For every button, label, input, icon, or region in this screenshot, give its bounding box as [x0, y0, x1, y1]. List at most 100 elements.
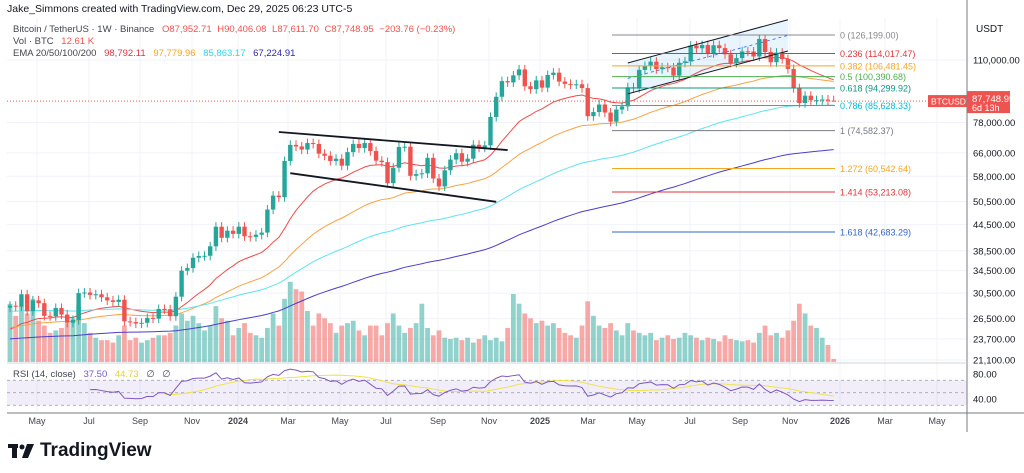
price-tick-label: 38,500.00: [973, 246, 1015, 257]
candle-body: [562, 81, 568, 84]
candle: [602, 100, 608, 118]
candle-body: [288, 144, 293, 161]
volume-bar: [556, 328, 562, 362]
candle: [276, 191, 282, 202]
ohlc-open: O87,952.71: [161, 24, 212, 35]
candle-body: [305, 143, 310, 150]
price-change: −203.76 (−0.23%): [379, 24, 456, 35]
candle-body: [453, 153, 459, 160]
symbol-legend: Bitcoin / TetherUS · 1W · Binance O87,95…: [13, 24, 460, 35]
rsi-tick-label: 40.00: [973, 395, 997, 406]
volume-bar: [814, 328, 819, 362]
candle-body: [522, 69, 527, 87]
volume-bar: [465, 337, 470, 362]
candle-body: [534, 80, 539, 90]
candle: [556, 68, 562, 87]
volume-bar: [53, 330, 59, 362]
volume-bar: [127, 340, 133, 362]
candle-body: [402, 146, 407, 148]
candle-body: [133, 322, 139, 324]
volume-bar: [613, 330, 619, 362]
volume-bar: [230, 335, 236, 362]
volume-bar: [293, 289, 299, 362]
candle: [316, 139, 322, 159]
time-tick-label: May: [28, 416, 46, 426]
volume-bar: [625, 323, 631, 362]
time-tick-label: 2024: [228, 416, 248, 426]
time-tick-label: May: [628, 416, 646, 426]
candle: [574, 79, 579, 90]
ema-label[interactable]: EMA 20/50/100/200: [13, 48, 97, 59]
candle-body: [310, 143, 316, 145]
volume-bar: [110, 342, 116, 362]
candle: [745, 46, 751, 57]
candle-body: [591, 112, 596, 117]
volume-bar: [476, 338, 482, 362]
volume-bar: [224, 320, 230, 362]
candle-body: [53, 307, 58, 317]
tradingview-logo[interactable]: TradingView: [8, 440, 152, 462]
candle-body: [614, 109, 619, 122]
candle: [802, 91, 808, 108]
volume-bar: [350, 320, 356, 362]
volume-label[interactable]: Vol · BTC: [13, 36, 54, 47]
volume-bar: [162, 335, 167, 362]
candle-body: [494, 96, 499, 117]
volume-value: 12.61 K: [61, 36, 95, 47]
candle: [219, 222, 224, 243]
volume-bar: [396, 325, 402, 362]
volume-bar: [528, 318, 533, 362]
volume-bar: [671, 338, 676, 362]
candle: [408, 142, 413, 181]
price-pane: [7, 19, 837, 362]
volume-legend: Vol · BTC 12.61 K: [13, 36, 99, 47]
candle: [213, 222, 219, 251]
candle: [30, 295, 36, 316]
volume-bar: [299, 291, 305, 362]
volume-bar: [64, 323, 70, 362]
volume-bar: [688, 335, 694, 362]
candle-body: [339, 158, 344, 166]
candle-body: [814, 100, 819, 102]
volume-bar: [579, 325, 585, 362]
time-tick-label: 2025: [530, 416, 550, 426]
candle-body: [722, 48, 728, 55]
candle-body: [516, 69, 522, 76]
rsi-label[interactable]: RSI (14, close): [13, 369, 76, 380]
volume-bar: [739, 341, 745, 362]
candle-body: [608, 112, 613, 122]
volume-bar: [533, 323, 539, 362]
candle-body: [82, 292, 87, 294]
volume-bar: [282, 298, 287, 362]
volume-bar: [774, 332, 779, 362]
volume-bar: [768, 335, 774, 362]
volume-bar: [367, 325, 373, 362]
volume-bar: [493, 337, 499, 362]
volume-bar: [659, 337, 665, 362]
candle-body: [373, 151, 379, 161]
volume-bar: [505, 328, 511, 362]
candle: [402, 142, 407, 152]
candle-body: [391, 167, 396, 184]
candle-body: [774, 52, 779, 63]
candle: [614, 105, 619, 127]
time-tick-label: Sep: [732, 416, 748, 426]
volume-bar: [779, 337, 785, 362]
volume-bar: [36, 320, 41, 362]
candle-body: [476, 144, 482, 148]
fib-level-label: 1 (74,582.37): [840, 126, 894, 136]
candle: [431, 153, 436, 184]
candle: [413, 169, 419, 181]
candle: [293, 140, 299, 152]
candle-body: [36, 300, 41, 304]
candle-body: [745, 51, 751, 53]
symbol-name[interactable]: Bitcoin / TetherUS · 1W · Binance: [13, 24, 155, 35]
volume-bar: [510, 294, 516, 362]
candle-body: [768, 52, 773, 63]
candle-body: [802, 95, 808, 104]
volume-bar: [591, 315, 596, 362]
volume-bar: [682, 332, 688, 362]
candle: [368, 138, 373, 156]
candle: [619, 101, 625, 115]
